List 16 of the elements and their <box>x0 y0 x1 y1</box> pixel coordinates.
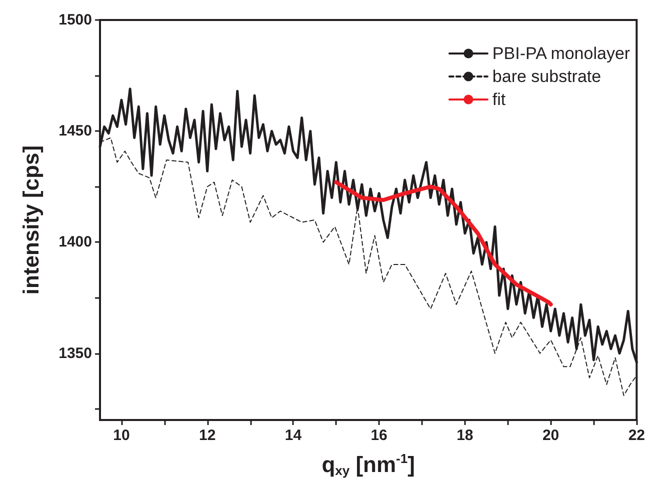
x-tick-label: 14 <box>284 427 302 444</box>
x-tick-label: 10 <box>113 427 130 444</box>
y-tick-label: 1350 <box>58 344 92 362</box>
y-axis-title: intensity [cps] <box>18 145 44 295</box>
x-tick-label: 12 <box>198 427 216 444</box>
x-tick-label: 18 <box>456 427 474 444</box>
x-tick-label: 16 <box>370 427 388 444</box>
x-tick-label: 22 <box>628 427 645 444</box>
y-tick-label: 1500 <box>58 12 92 28</box>
y-tick-label: 1400 <box>58 234 92 251</box>
legend-label: bare substrate <box>492 67 602 86</box>
line-series <box>334 180 553 306</box>
legend-label: fit <box>492 90 506 109</box>
y-tick-label: 1450 <box>58 122 92 140</box>
x-tick-label: 20 <box>542 427 560 444</box>
legend-label: PBI-PA monolayer <box>492 44 630 63</box>
